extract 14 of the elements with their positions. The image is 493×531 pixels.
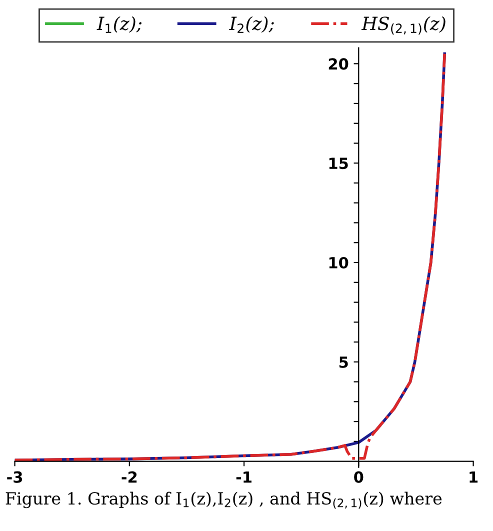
x-tick-label: -2 xyxy=(122,471,137,483)
y-tick-label: 5 xyxy=(339,356,348,368)
x-tick-label: -1 xyxy=(236,472,252,483)
legend-label: HS$_{(2,1)}$(z) xyxy=(361,16,446,35)
legend-label: I$_{1}$(z); xyxy=(96,16,142,33)
y-tick-label: 15 xyxy=(329,158,348,170)
y-tick-label: 20 xyxy=(328,58,348,70)
caption: Figure 1. Graphs of I$_{1}$(z),I$_{2}$(z) , and HS$_{(2,1)}$(z) where xyxy=(6,492,442,509)
legend-label: I$_{2}$(z); xyxy=(229,16,274,33)
x-tick-label: 1 xyxy=(470,472,478,483)
line-series xyxy=(14,52,446,462)
y-tick-label: 10 xyxy=(329,256,348,269)
x-tick-label: -3 xyxy=(7,471,22,483)
x-tick-label: 0 xyxy=(354,471,364,483)
